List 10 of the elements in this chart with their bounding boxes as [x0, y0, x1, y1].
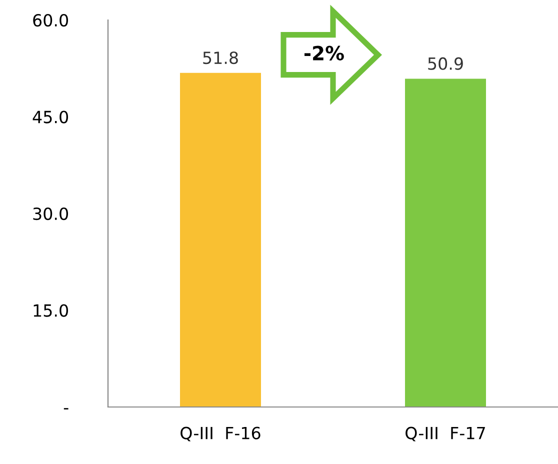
annotation: -2%: [304, 46, 344, 60]
y-tick-label: 45.0: [32, 110, 68, 124]
x-tick-label: Q-III F-17: [406, 426, 485, 442]
x-tick-label: Q-III F-16: [180, 426, 260, 442]
y-tick-label: 60.0: [33, 14, 68, 27]
y-tick-label: 30.0: [33, 207, 68, 220]
y-tick-label: 15.0: [34, 304, 68, 317]
y-tick-label: -: [64, 408, 68, 410]
data-label: 51.8: [203, 52, 238, 64]
data-label: 50.9: [428, 57, 463, 70]
